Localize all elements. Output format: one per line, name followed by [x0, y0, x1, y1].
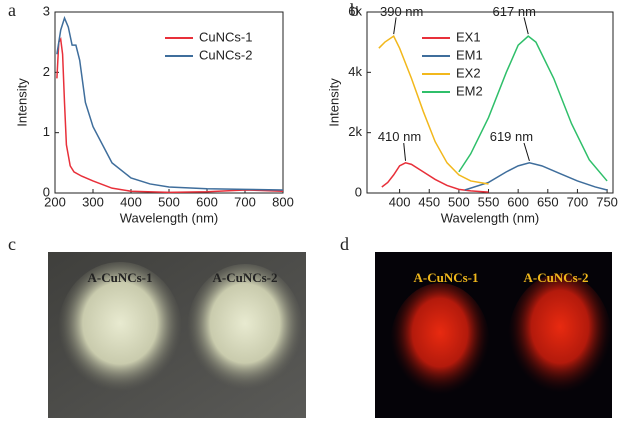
x-tick-label: 300	[82, 194, 104, 209]
x-tick-label: 500	[448, 194, 470, 209]
legend-label: EX1	[456, 29, 481, 44]
glow	[390, 283, 490, 407]
x-tick-label: 450	[418, 194, 440, 209]
x-tick-label: 700	[567, 194, 589, 209]
annotation-arrow	[523, 17, 529, 35]
photo-label: A-CuNCs-2	[213, 270, 278, 285]
photo-label: A-CuNCs-1	[88, 270, 153, 285]
series-line	[378, 35, 489, 185]
x-tick-label: 550	[478, 194, 500, 209]
powder	[58, 262, 182, 398]
x-tick-label: 400	[389, 194, 411, 209]
x-axis-title: Wavelength (nm)	[441, 210, 540, 225]
series-line	[56, 15, 284, 191]
panel-letter: a	[8, 0, 16, 20]
x-tick-label: 600	[196, 194, 218, 209]
legend-label: EX2	[456, 65, 481, 80]
panel-letter: c	[8, 234, 16, 254]
x-tick-label: 650	[537, 194, 559, 209]
legend-label: EM2	[456, 83, 483, 98]
x-tick-label: 600	[507, 194, 529, 209]
y-tick-label: 2	[43, 64, 50, 79]
legend-label: CuNCs-2	[199, 47, 252, 62]
x-tick-label: 750	[596, 194, 618, 209]
x-tick-label: 700	[234, 194, 256, 209]
series-line	[464, 162, 608, 191]
y-tick-label: 0	[355, 184, 362, 199]
photo-label: A-CuNCs-1	[414, 270, 479, 285]
y-tick-label: 0	[43, 184, 50, 199]
photo-label: A-CuNCs-2	[524, 270, 589, 285]
glow	[508, 274, 612, 406]
x-tick-label: 800	[272, 194, 294, 209]
legend-label: CuNCs-1	[199, 29, 252, 44]
series-line	[381, 162, 489, 193]
series-line	[56, 36, 284, 194]
y-tick-label: 3	[43, 3, 50, 18]
y-axis-title: Intensity	[14, 78, 29, 127]
x-tick-label: 200	[44, 194, 66, 209]
annotation-arrow	[393, 17, 397, 35]
series-line	[458, 35, 608, 182]
plot-frame	[366, 11, 614, 194]
annotation: 410 nm	[378, 129, 421, 144]
legend-label: EM1	[456, 47, 483, 62]
annotation: 617 nm	[493, 4, 536, 19]
panel-letter: d	[340, 234, 349, 254]
y-tick-label: 6k	[348, 3, 362, 18]
y-tick-label: 2k	[348, 124, 362, 139]
y-axis-title: Intensity	[326, 78, 341, 127]
y-tick-label: 4k	[348, 64, 362, 79]
annotation-arrow	[403, 142, 407, 161]
panel-letter: b	[350, 0, 359, 20]
annotation: 619 nm	[490, 129, 533, 144]
x-axis-title: Wavelength (nm)	[120, 210, 219, 225]
x-tick-label: 500	[158, 194, 180, 209]
annotation-arrow	[523, 142, 530, 161]
annotation: 390 nm	[380, 4, 423, 19]
x-tick-label: 400	[120, 194, 142, 209]
y-tick-label: 1	[43, 124, 50, 139]
powder	[187, 264, 303, 396]
